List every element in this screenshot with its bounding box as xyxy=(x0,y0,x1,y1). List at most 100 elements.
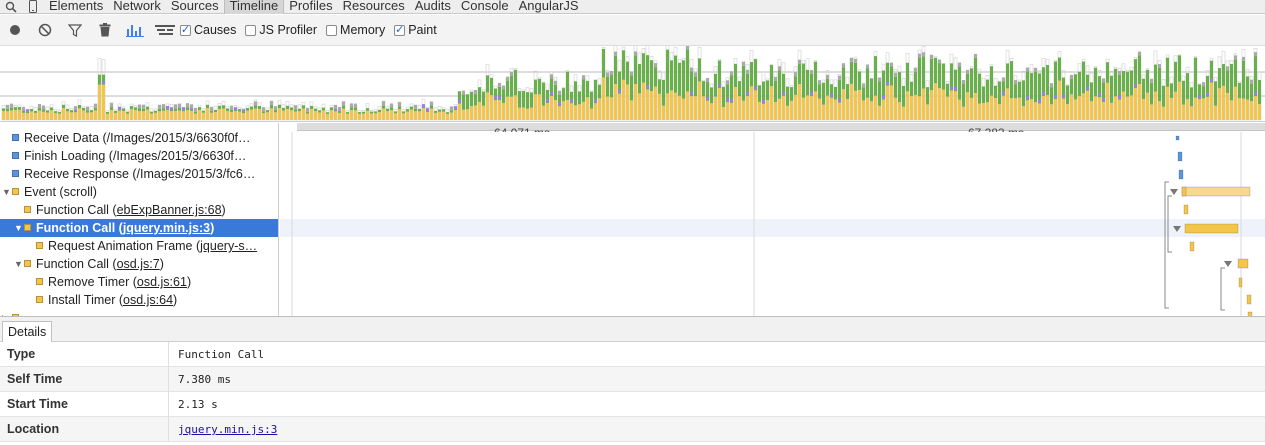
tree-row[interactable]: Install Timer (osd.js:64) xyxy=(0,291,278,309)
tree-row[interactable]: ▼ Event (scroll) xyxy=(0,183,278,201)
category-color-icon xyxy=(12,170,19,177)
tab-console[interactable]: Console xyxy=(460,0,509,13)
time-ruler xyxy=(297,123,1265,131)
causes-checkbox[interactable]: ✓ Causes xyxy=(180,23,236,37)
checkbox-label: JS Profiler xyxy=(259,23,318,37)
timeline-toolbar: ✓ Causes JS Profiler Memory ✓ Paint xyxy=(0,15,1265,46)
tree-row-label: Function Call (ebExpBanner.js:68) xyxy=(36,203,226,217)
tab-resources[interactable]: Resources xyxy=(342,0,405,13)
tab-timeline[interactable]: Timeline xyxy=(223,0,285,14)
expand-triangle-icon[interactable]: ▼ xyxy=(14,223,23,233)
bars-view-icon xyxy=(126,25,144,37)
flamechart-view-button[interactable] xyxy=(150,15,180,46)
tree-row[interactable]: Receive Data (/Images/2015/3/6630f0f… xyxy=(0,129,278,147)
flamechart-view-icon xyxy=(155,25,175,35)
tree-row-label: Event (scroll) xyxy=(24,185,97,199)
bars-view-button[interactable] xyxy=(120,15,150,46)
source-link[interactable]: ebExpBanner.js:68 xyxy=(116,203,222,217)
detail-row-type: Type Function Call xyxy=(0,342,1265,367)
tab-elements[interactable]: Elements xyxy=(49,0,104,13)
filter-icon xyxy=(68,23,82,37)
records-timeline xyxy=(280,132,1265,316)
category-color-icon xyxy=(12,134,19,141)
record-button[interactable] xyxy=(0,15,30,46)
detail-value: Function Call xyxy=(178,348,265,361)
trash-icon xyxy=(99,23,111,37)
check-icon: ✓ xyxy=(180,24,191,36)
category-color-icon xyxy=(36,278,43,285)
category-color-icon xyxy=(24,206,31,213)
tree-row[interactable]: Remove Timer (osd.js:61) xyxy=(0,273,278,291)
category-color-icon xyxy=(12,188,19,195)
filter-button[interactable] xyxy=(60,15,90,46)
details-tabbar: Details xyxy=(0,317,1265,342)
clear-button[interactable] xyxy=(30,15,60,46)
tab-details[interactable]: Details xyxy=(2,321,53,342)
detail-value: 2.13 s xyxy=(178,398,218,411)
panel-tabs: Elements Network Sources Timeline Profil… xyxy=(0,0,1265,14)
detail-row-self-time: Self Time 7.380 ms xyxy=(0,367,1265,392)
source-link[interactable]: osd.js:61 xyxy=(136,275,187,289)
category-color-icon xyxy=(12,152,19,159)
detail-row-location: Location jquery.min.js:3 xyxy=(0,417,1265,442)
checkbox-label: Memory xyxy=(340,23,386,37)
detail-key: Self Time xyxy=(7,372,63,386)
tree-row-label: Request Animation Frame (jquery-s… xyxy=(48,239,258,253)
tree-row-label: Receive Response (/Images/2015/3/fc6… xyxy=(24,167,256,181)
frames-overview-chart xyxy=(0,46,1265,121)
checkbox-label: Paint xyxy=(408,23,437,37)
source-link[interactable]: osd.js:64 xyxy=(123,293,174,307)
tab-angularjs[interactable]: AngularJS xyxy=(518,0,579,13)
checkbox-box: ✓ xyxy=(180,24,191,36)
check-icon: ✓ xyxy=(395,24,405,36)
source-link[interactable]: osd.js:7 xyxy=(116,257,160,271)
records-bars xyxy=(280,132,1265,316)
detail-key: Location xyxy=(7,422,60,436)
tree-row[interactable]: ▼ Function Call (jquery.min.js:3) xyxy=(0,219,278,237)
tab-profiles[interactable]: Profiles xyxy=(289,0,333,13)
tree-row[interactable]: Function Call (ebExpBanner.js:68) xyxy=(0,201,278,219)
expand-triangle-icon[interactable]: ▼ xyxy=(2,187,11,197)
search-icon[interactable] xyxy=(0,0,22,14)
memory-checkbox[interactable]: Memory xyxy=(326,23,385,37)
tree-row-label: Function Call (osd.js:7) xyxy=(36,257,164,271)
checkbox-label: Causes xyxy=(194,23,237,37)
records-tree: Receive Data (/Images/2015/3/6630f0f… Fin… xyxy=(0,123,279,316)
mobile-device-icon[interactable] xyxy=(22,0,44,14)
tab-network[interactable]: Network xyxy=(113,0,161,13)
trash-button[interactable] xyxy=(90,15,120,46)
tab-audits[interactable]: Audits xyxy=(414,0,451,13)
detail-key: Start Time xyxy=(7,397,68,411)
category-color-icon xyxy=(24,224,31,231)
paint-checkbox[interactable]: ✓ Paint xyxy=(394,23,437,37)
tree-row-label: Finish Loading (/Images/2015/3/6630f… xyxy=(24,149,247,163)
category-color-icon xyxy=(24,260,31,267)
source-link[interactable]: jquery-s… xyxy=(200,239,258,253)
tree-row-label: Receive Data (/Images/2015/3/6630f0f… xyxy=(24,131,251,145)
record-icon xyxy=(10,25,20,35)
tab-sources[interactable]: Sources xyxy=(170,0,219,13)
location-link[interactable]: jquery.min.js:3 xyxy=(178,423,278,436)
detail-value: 7.380 ms xyxy=(178,373,231,386)
checkbox-box xyxy=(326,24,338,36)
clear-icon xyxy=(38,23,52,37)
frames-overview[interactable] xyxy=(0,46,1265,122)
expand-triangle-icon[interactable]: ▼ xyxy=(14,259,23,269)
detail-row-start-time: Start Time 2.13 s xyxy=(0,392,1265,417)
checkbox-box: ✓ xyxy=(394,24,406,36)
source-link[interactable]: jquery.min.js:3 xyxy=(122,221,211,235)
tree-row-label: Function Call (jquery.min.js:3) xyxy=(36,221,215,235)
checkbox-box xyxy=(245,24,257,36)
tree-row-partial: ▶ xyxy=(0,309,278,316)
category-color-icon xyxy=(36,242,43,249)
tree-row[interactable]: Request Animation Frame (jquery-s… xyxy=(0,237,278,255)
details-pane: Details Type Function Call Self Time 7.3… xyxy=(0,316,1265,445)
js-profiler-checkbox[interactable]: JS Profiler xyxy=(245,23,317,37)
tree-row[interactable]: Receive Response (/Images/2015/3/fc6… xyxy=(0,165,278,183)
tree-row[interactable]: ▼ Function Call (osd.js:7) xyxy=(0,255,278,273)
tree-row-label: Remove Timer (osd.js:61) xyxy=(48,275,192,289)
tree-row[interactable]: Finish Loading (/Images/2015/3/6630f… xyxy=(0,147,278,165)
detail-key: Type xyxy=(7,347,36,361)
tree-row-label: Install Timer (osd.js:64) xyxy=(48,293,178,307)
category-color-icon xyxy=(36,296,43,303)
